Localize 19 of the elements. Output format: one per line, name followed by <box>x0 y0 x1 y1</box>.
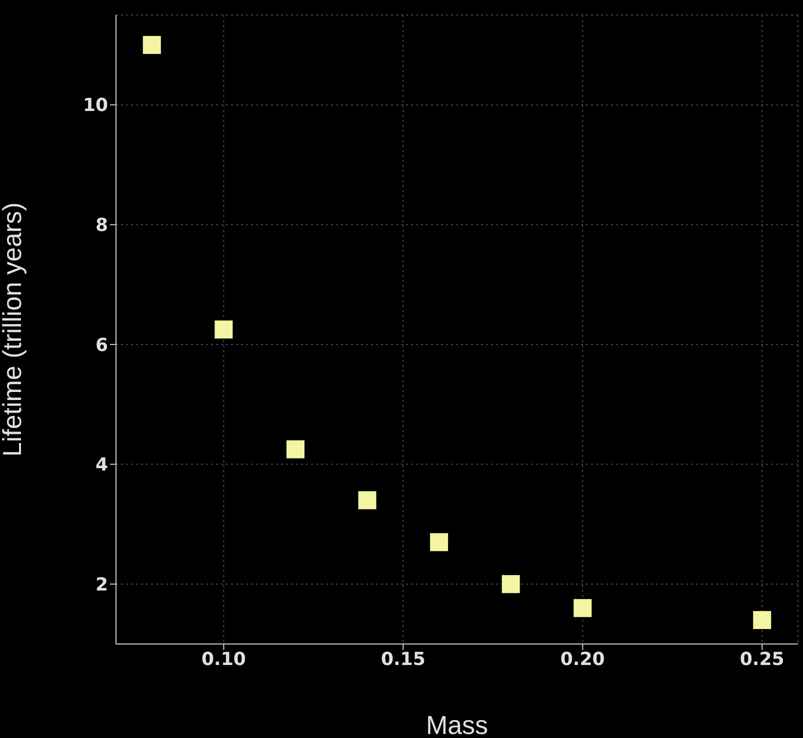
x-axis-title: Mass <box>426 710 488 738</box>
point <box>430 533 448 552</box>
y-tick-label: 10 <box>82 95 108 116</box>
point <box>142 36 161 54</box>
y-tick-label: 6 <box>95 334 108 356</box>
point <box>214 320 233 338</box>
y-axis-title: Lifetime (trillion years) <box>0 202 28 457</box>
point <box>286 440 304 458</box>
y-tick-label: 8 <box>95 215 108 236</box>
x-tick-label: 0.25 <box>740 648 784 670</box>
y-tick-label: 4 <box>95 454 108 476</box>
point <box>358 491 376 510</box>
point <box>574 599 592 618</box>
point <box>502 575 520 594</box>
point <box>753 611 772 630</box>
x-tick-label: 0.10 <box>201 648 246 670</box>
x-tick-label: 0.15 <box>380 648 426 670</box>
y-tick-label: 2 <box>95 574 108 596</box>
x-tick-label: 0.20 <box>560 648 605 670</box>
